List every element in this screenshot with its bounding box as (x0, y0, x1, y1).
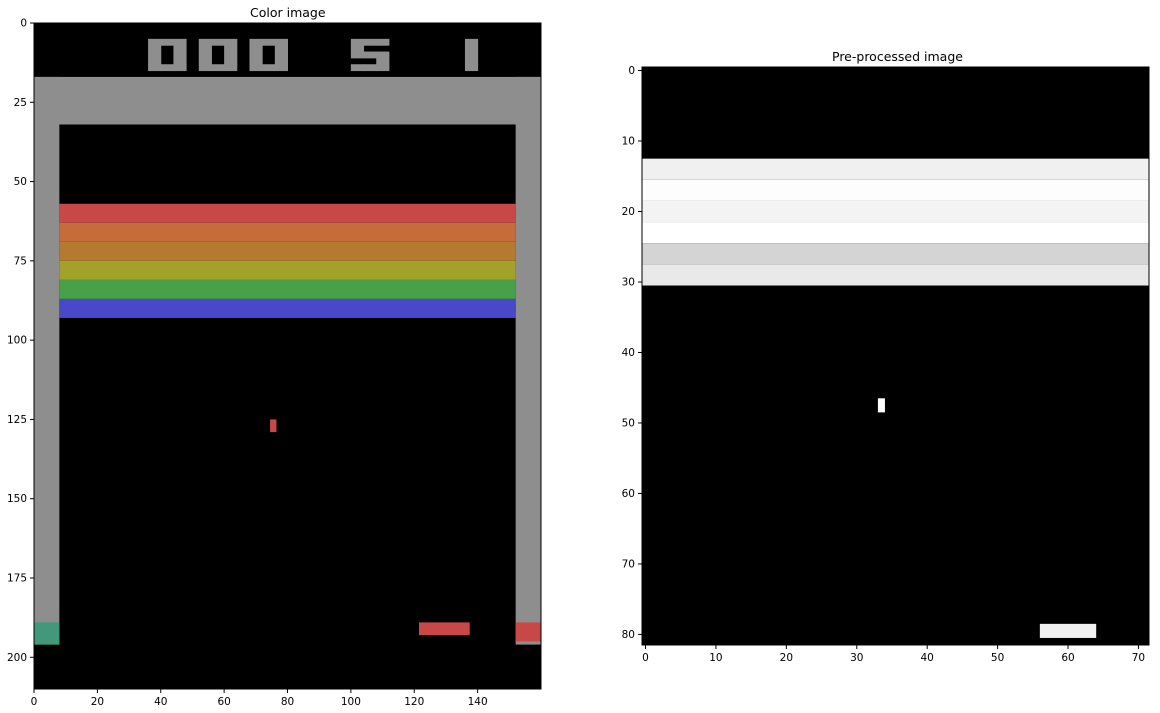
color-image-ticks: 0 20 40 60 80 100 120 140 0 25 50 75 100 125 150 175 200 (7, 18, 542, 708)
y-tick-label: 50 (14, 176, 27, 188)
y-tick-label: 60 (622, 488, 635, 500)
preprocessed-brick-band-2 (642, 179, 1149, 201)
top-wall (34, 76, 541, 125)
score-digit-3 (249, 38, 288, 72)
preprocessed-background (642, 67, 1149, 645)
x-tick-label: 140 (468, 696, 488, 708)
preprocessed-image-axes: 0 10 20 30 40 50 60 70 0 10 20 30 40 50 60 70 80 (622, 65, 1150, 664)
ball (270, 419, 277, 433)
x-tick-label: 60 (217, 696, 230, 708)
y-tick-label: 25 (14, 97, 27, 109)
y-tick-label: 0 (20, 18, 27, 30)
x-tick-label: 50 (991, 652, 1004, 664)
left-panel-title: Color image (250, 5, 326, 20)
brick-row-5 (59, 279, 516, 299)
y-tick-label: 75 (14, 255, 27, 267)
x-tick-label: 120 (404, 696, 424, 708)
preprocessed-ball (877, 398, 885, 413)
x-tick-label: 20 (780, 652, 793, 664)
x-tick-label: 30 (850, 652, 863, 664)
y-tick-label: 125 (7, 414, 27, 426)
x-tick-label: 100 (341, 696, 361, 708)
y-tick-label: 80 (622, 629, 635, 641)
right-panel-title: Pre-processed image (832, 49, 963, 64)
paddle (419, 622, 470, 636)
y-tick-label: 100 (7, 335, 27, 347)
scoreboard (148, 38, 479, 72)
preprocessed-image-ticks: 0 10 20 30 40 50 60 70 0 10 20 30 40 50 60 70 80 (622, 65, 1150, 664)
x-tick-label: 0 (642, 652, 649, 664)
color-game-frame (34, 23, 541, 689)
x-tick-label: 40 (154, 696, 167, 708)
y-tick-label: 20 (622, 206, 635, 218)
game-background (34, 23, 541, 689)
preprocessed-game-frame (642, 67, 1149, 645)
x-tick-label: 20 (91, 696, 104, 708)
x-tick-label: 0 (31, 696, 38, 708)
brick-row-4 (59, 260, 516, 280)
score-digit-1 (148, 38, 187, 72)
preprocessed-brick-band-6 (642, 264, 1149, 286)
brick-row-2 (59, 222, 516, 242)
y-tick-label: 40 (622, 347, 635, 359)
preprocessed-brick-band-3 (642, 200, 1149, 223)
right-wall-base (515, 622, 541, 642)
lives-digit (350, 38, 390, 72)
y-tick-label: 200 (7, 652, 27, 664)
y-tick-label: 175 (7, 573, 27, 585)
brick-row-1 (59, 203, 516, 223)
player-digit (464, 38, 479, 72)
x-tick-label: 70 (1132, 652, 1145, 664)
color-image-axes: 0 20 40 60 80 100 120 140 0 25 50 75 100 125 150 175 200 (7, 18, 542, 708)
right-wall (515, 76, 541, 645)
x-tick-label: 10 (709, 652, 722, 664)
y-tick-label: 30 (622, 276, 635, 288)
preprocessed-paddle (1039, 623, 1097, 638)
preprocessed-brick-band-5 (642, 243, 1149, 265)
left-wall (34, 76, 60, 645)
brick-row-3 (59, 241, 516, 261)
y-tick-label: 50 (622, 417, 635, 429)
x-tick-label: 40 (921, 652, 934, 664)
score-digit-2 (198, 38, 238, 72)
left-wall-base (34, 622, 60, 645)
x-tick-label: 80 (281, 696, 294, 708)
x-tick-label: 60 (1061, 652, 1074, 664)
preprocessed-brick-band-4 (642, 222, 1149, 244)
brick-row-6 (59, 298, 516, 318)
y-tick-label: 150 (7, 493, 27, 505)
preprocessed-brick-band-1 (642, 158, 1149, 180)
y-tick-label: 0 (628, 65, 635, 77)
y-tick-label: 70 (622, 558, 635, 570)
y-tick-label: 10 (622, 136, 635, 148)
